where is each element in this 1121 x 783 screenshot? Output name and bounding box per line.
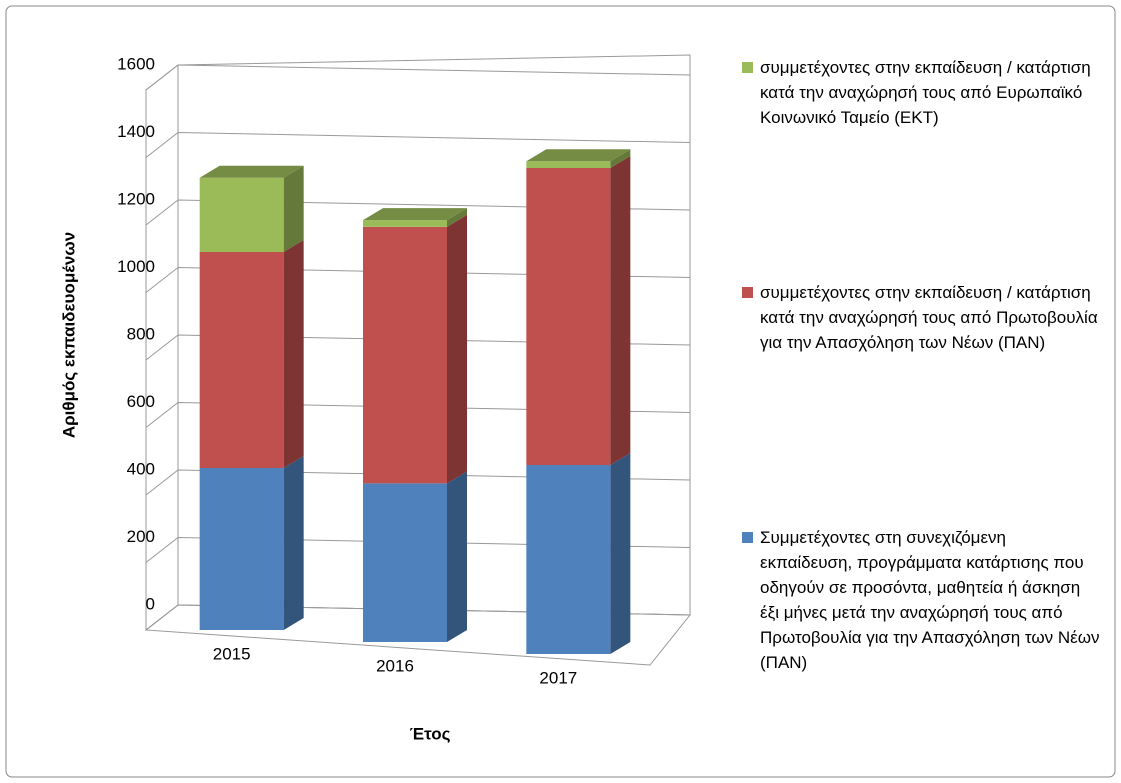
bar-side	[283, 165, 304, 252]
legend-swatch	[742, 287, 753, 298]
bar-side	[447, 214, 467, 484]
y-tick-label: 1600	[117, 54, 155, 73]
grid-line	[145, 131, 691, 158]
x-axis-title: Έτος	[410, 724, 451, 743]
bar-side	[610, 156, 631, 465]
bar-side	[447, 208, 467, 227]
grid-line	[145, 199, 691, 226]
bar-side	[447, 471, 467, 642]
bar-top	[363, 208, 467, 221]
bar	[199, 177, 284, 252]
grid-line	[145, 64, 691, 91]
bar-side	[610, 453, 631, 654]
y-tick-label: 1000	[117, 257, 155, 276]
y-tick-label: 1200	[117, 189, 155, 208]
grid-line	[145, 469, 691, 496]
x-tick-label: 2017	[539, 668, 577, 687]
y-tick-label: 800	[127, 324, 155, 343]
bar-side	[283, 240, 304, 468]
bar	[526, 465, 611, 654]
grid-line	[145, 334, 691, 361]
legend-entry: Συμμετέχοντες στη συνεχιζόμενη εκπαίδευσ…	[742, 525, 1100, 675]
grid-line	[145, 604, 691, 631]
grid-line	[145, 401, 691, 428]
bar	[363, 226, 447, 484]
x-tick-label: 2016	[376, 656, 414, 675]
y-tick-label: 200	[127, 527, 155, 546]
legend-label: συμμετέχοντες στην εκπαίδευση / κατάρτισ…	[760, 58, 1091, 127]
bar-side	[283, 456, 304, 630]
legend-label: συμμετέχοντες στην εκπαίδευση / κατάρτισ…	[760, 283, 1098, 352]
legend-entry: συμμετέχοντες στην εκπαίδευση / κατάρτισ…	[742, 280, 1100, 355]
legend-swatch	[742, 532, 753, 543]
bar	[363, 483, 447, 642]
y-axis-title: Αριθμός εκπαιδευομένων	[59, 232, 78, 438]
grid-line	[145, 266, 691, 293]
bar	[363, 220, 447, 227]
x-tick-label: 2015	[213, 644, 251, 663]
bar-top	[526, 149, 631, 162]
y-tick-label: 0	[146, 594, 155, 613]
bar-side	[610, 149, 631, 168]
legend-swatch	[742, 62, 753, 73]
y-tick-label: 600	[127, 392, 155, 411]
bar	[199, 252, 284, 468]
legend-entry: συμμετέχοντες στην εκπαίδευση / κατάρτισ…	[742, 55, 1100, 130]
y-tick-label: 1400	[117, 122, 155, 141]
bar-top	[199, 165, 304, 178]
grid-line	[145, 536, 691, 563]
y-tick-label: 400	[127, 459, 155, 478]
bar	[199, 468, 284, 630]
bar	[526, 161, 611, 168]
bar	[526, 168, 611, 465]
legend-label: Συμμετέχοντες στη συνεχιζόμενη εκπαίδευσ…	[760, 528, 1100, 672]
